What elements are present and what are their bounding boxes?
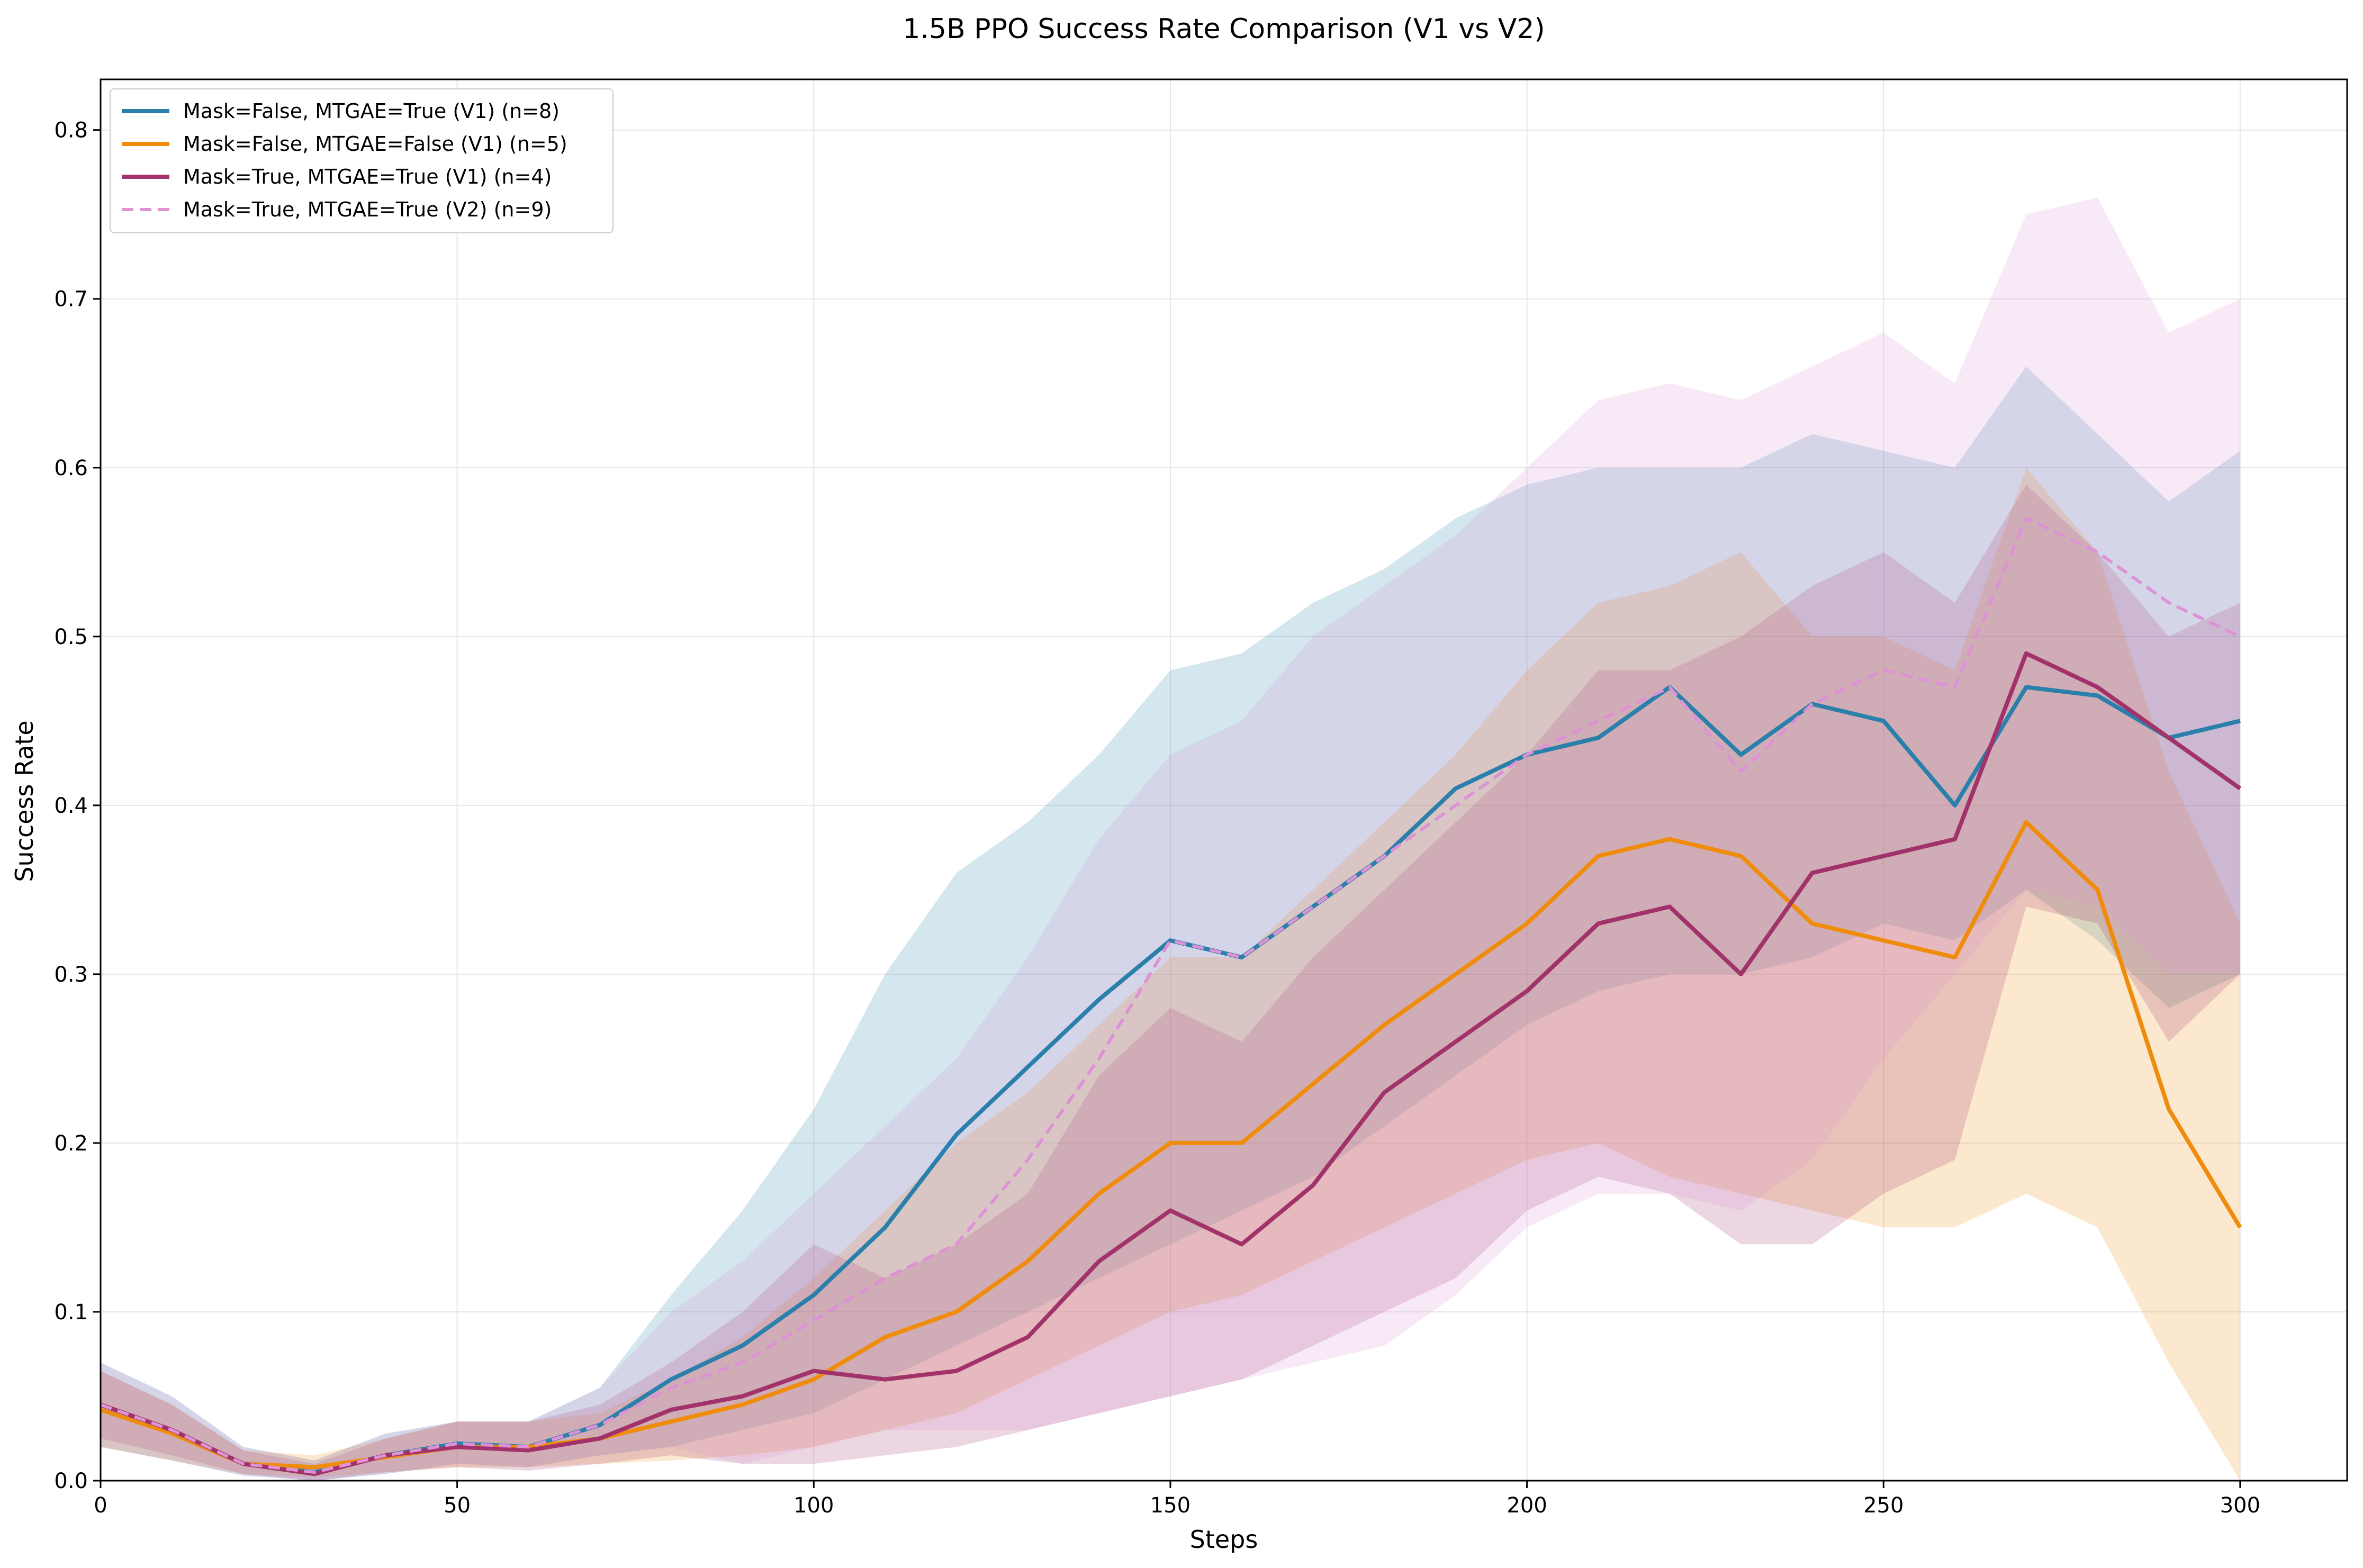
x-tick-label: 250 [1863,1493,1904,1518]
series-confidence-band [101,197,2240,1481]
legend-label: Mask=False, MTGAE=True (V1) (n=8) [183,99,560,123]
x-tick-label: 150 [1150,1493,1190,1518]
chart-title: 1.5B PPO Success Rate Comparison (V1 vs … [903,13,1545,45]
series-confidence-band [101,366,2240,1481]
x-axis-ticks: 0 50 100 150 200 250 300 [94,1481,2260,1518]
x-axis-label: Steps [1190,1525,1258,1554]
y-tick-label: 0.2 [54,1131,88,1156]
x-tick-label: 300 [2220,1493,2260,1518]
y-tick-label: 0.8 [54,119,88,143]
y-tick-label: 0.6 [54,456,88,481]
series-confidence-band [101,484,2240,1481]
series-line [100,685,2241,1474]
series-line [100,651,2242,1476]
x-tick-label: 0 [94,1493,107,1518]
y-axis-label: Success Rate [10,720,39,882]
y-tick-label: 0.3 [54,963,88,987]
legend: Mask=False, MTGAE=True (V1) (n=8) Mask=Fa… [110,88,614,233]
x-tick-label: 100 [793,1493,834,1518]
y-tick-label: 0.1 [54,1300,88,1325]
legend-label: Mask=False, MTGAE=False (V1) (n=5) [183,132,567,156]
x-tick-label: 50 [444,1493,471,1518]
plot-area-frame [100,78,2348,1482]
series-line [100,516,2241,1474]
y-tick-label: 0.5 [54,625,88,649]
y-tick-label: 0.4 [54,794,88,818]
y-tick-label: 0.7 [54,287,88,312]
legend-label: Mask=True, MTGAE=True (V2) (n=9) [183,198,552,221]
legend-label: Mask=True, MTGAE=True (V1) (n=4) [183,165,552,188]
x-tick-label: 200 [1507,1493,1547,1518]
y-tick-label: 0.0 [54,1469,88,1493]
y-axis-ticks: 0.0 0.1 0.2 0.3 0.4 0.5 0.6 0.7 0.8 [54,119,101,1493]
legend-box [110,88,614,233]
series-lines [100,516,2242,1476]
